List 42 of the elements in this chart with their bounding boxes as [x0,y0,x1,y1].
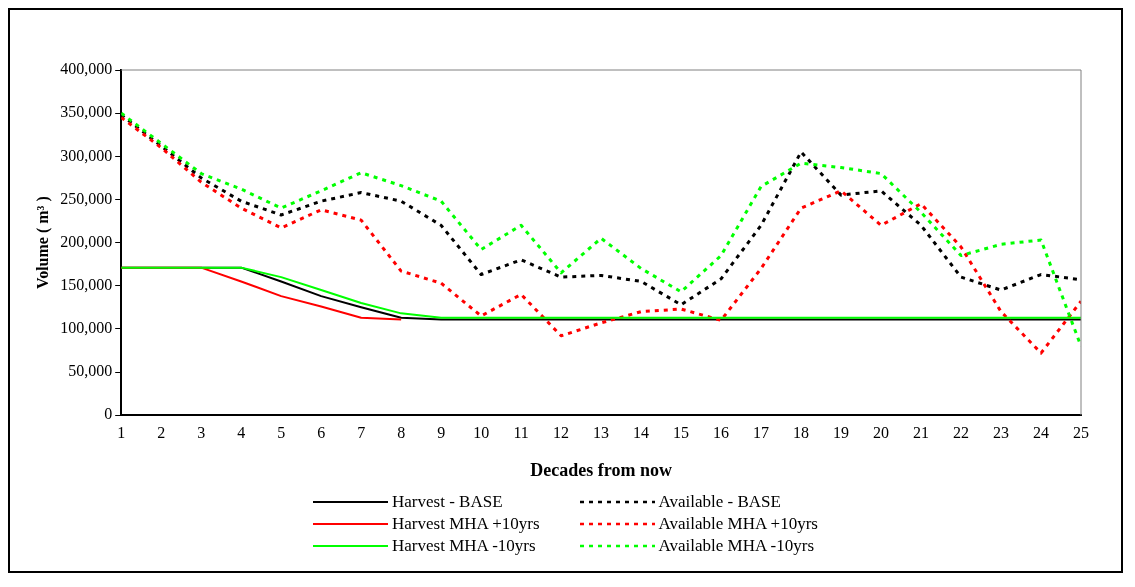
x-tick-label: 15 [673,424,690,441]
y-tick-label: 400,000 [60,60,113,78]
y-tick-label: 0 [104,405,113,423]
y-tick-label: 50,000 [68,362,113,380]
x-tick-label: 2 [157,424,166,441]
x-tick-label: 19 [833,424,850,441]
x-tick-label: 21 [913,424,930,441]
y-tick-label: 250,000 [60,189,113,207]
y-axis-title: Volume ( m³ ) [33,196,52,289]
x-tick-label: 14 [633,424,650,441]
x-tick-label: 25 [1073,424,1089,441]
x-tick-label: 16 [713,424,730,441]
x-tick-label: 7 [357,424,366,441]
legend-label: Harvest MHA +10yrs [392,514,540,534]
x-tick-label: 3 [197,424,206,441]
y-tick-label: 350,000 [60,103,113,121]
x-tick-label: 6 [317,424,326,441]
x-tick-label: 10 [473,424,490,441]
legend-label: Available - BASE [658,492,781,512]
x-tick-label: 9 [437,424,446,441]
x-tick-label: 11 [513,424,529,441]
x-tick-label: 24 [1033,424,1050,441]
x-tick-label: 12 [553,424,570,441]
legend-label: Available MHA +10yrs [658,514,818,534]
legend-label: Available MHA -10yrs [658,536,815,556]
legend-label: Harvest MHA -10yrs [392,536,536,556]
y-tick-label: 200,000 [60,232,113,250]
x-axis-title: Decades from now [530,459,672,480]
x-tick-label: 1 [117,424,126,441]
x-tick-label: 22 [953,424,970,441]
x-tick-label: 17 [753,424,770,441]
y-tick-label: 150,000 [60,275,113,293]
y-tick-label: 300,000 [60,146,113,164]
y-tick-label: 100,000 [60,319,113,337]
x-tick-label: 5 [277,424,286,441]
x-tick-label: 20 [873,424,890,441]
x-tick-label: 18 [793,424,810,441]
x-tick-label: 8 [397,424,406,441]
x-tick-label: 4 [237,424,246,441]
legend-label: Harvest - BASE [392,492,503,512]
x-tick-label: 13 [593,424,610,441]
x-tick-label: 23 [993,424,1010,441]
